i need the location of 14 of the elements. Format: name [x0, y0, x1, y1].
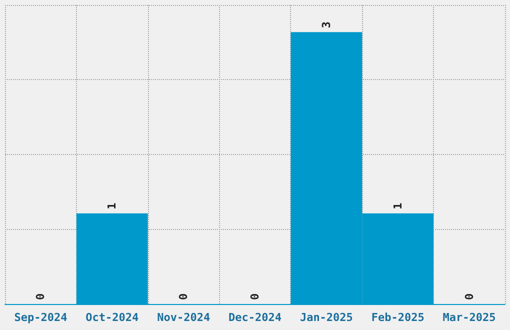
data-label: 0 — [177, 293, 190, 300]
x-tick-label: Sep-2024 — [14, 311, 68, 324]
x-tick-label: Oct-2024 — [86, 311, 140, 324]
data-label: 0 — [248, 293, 262, 300]
data-label: 3 — [320, 22, 333, 28]
x-tick-label: Nov-2024 — [157, 311, 210, 324]
data-label: 1 — [106, 202, 119, 210]
x-tick-label: Jan-2025 — [300, 311, 353, 324]
data-label: 0 — [34, 293, 48, 300]
data-label: 1 — [391, 202, 404, 210]
x-tick-label: Mar-2025 — [442, 311, 496, 324]
data-label: 0 — [462, 293, 476, 300]
x-tick-label: Feb-2025 — [371, 311, 424, 324]
x-tick-label: Dec-2024 — [228, 311, 282, 324]
